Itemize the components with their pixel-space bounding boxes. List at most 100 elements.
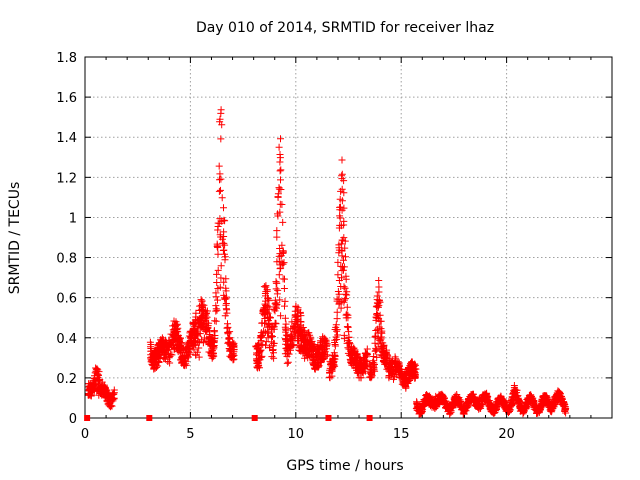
data-point xyxy=(257,329,265,337)
data-point xyxy=(220,216,228,224)
data-point xyxy=(269,333,276,340)
data-point xyxy=(255,348,263,356)
data-point xyxy=(375,301,383,309)
data-point xyxy=(214,219,222,227)
data-point xyxy=(197,296,205,304)
data-point xyxy=(216,231,224,239)
data-point xyxy=(445,403,453,411)
data-point xyxy=(272,285,280,293)
data-point xyxy=(346,340,354,348)
data-point xyxy=(149,354,157,361)
data-point xyxy=(380,348,388,356)
data-point xyxy=(226,334,234,342)
data-point xyxy=(475,395,483,403)
data-point xyxy=(271,300,279,308)
data-point xyxy=(334,288,342,295)
data-point xyxy=(486,402,494,410)
data-point xyxy=(107,402,115,410)
data-point xyxy=(375,288,383,296)
data-point xyxy=(531,403,539,411)
data-point xyxy=(405,375,413,383)
data-point xyxy=(270,354,278,362)
data-point xyxy=(361,350,369,357)
data-point xyxy=(332,333,340,341)
data-point xyxy=(530,397,538,405)
data-point xyxy=(274,212,282,220)
data-point xyxy=(431,396,439,404)
data-point xyxy=(89,379,97,387)
x-tick-label: 10 xyxy=(288,427,305,442)
data-point xyxy=(370,353,378,360)
data-point xyxy=(438,394,446,402)
data-point xyxy=(331,342,339,350)
data-point xyxy=(280,248,287,256)
data-point xyxy=(93,370,101,378)
gap-marker xyxy=(251,415,258,421)
data-point xyxy=(526,394,534,401)
data-point xyxy=(262,283,270,291)
data-point xyxy=(198,297,206,305)
data-point xyxy=(196,330,204,338)
data-point xyxy=(336,206,344,214)
data-point xyxy=(354,369,362,377)
data-point xyxy=(506,402,514,410)
data-point xyxy=(272,278,280,286)
data-point xyxy=(379,339,387,347)
data-point xyxy=(223,306,231,314)
data-point xyxy=(309,354,317,362)
data-point xyxy=(396,369,404,377)
data-point xyxy=(214,296,221,304)
data-point xyxy=(217,274,225,282)
data-point xyxy=(171,326,179,334)
data-point xyxy=(511,386,519,394)
data-point xyxy=(281,350,289,358)
data-point xyxy=(217,262,225,270)
data-point xyxy=(282,326,290,334)
data-point xyxy=(549,405,557,413)
data-point xyxy=(100,383,108,390)
data-point xyxy=(399,379,407,387)
data-point xyxy=(334,258,342,266)
data-point xyxy=(377,342,385,350)
data-point xyxy=(282,328,290,336)
data-point xyxy=(269,346,277,354)
data-point xyxy=(265,317,272,325)
data-point xyxy=(373,353,381,361)
x-tick-label: 0 xyxy=(81,427,89,442)
data-point xyxy=(357,374,365,382)
data-point xyxy=(277,166,285,174)
data-point xyxy=(343,303,351,311)
data-point xyxy=(151,360,159,368)
data-point xyxy=(424,393,432,401)
data-point xyxy=(539,393,547,401)
data-point xyxy=(551,399,559,407)
data-point xyxy=(186,329,194,337)
data-point xyxy=(446,405,454,412)
data-point xyxy=(378,329,386,337)
data-point xyxy=(554,387,562,395)
data-point xyxy=(280,259,288,267)
data-point xyxy=(213,306,221,314)
data-point xyxy=(276,158,284,166)
chart-title: Day 010 of 2014, SRMTID for receiver lha… xyxy=(196,20,494,36)
data-point xyxy=(374,335,382,343)
data-point xyxy=(372,346,380,354)
data-point xyxy=(354,353,362,361)
data-point xyxy=(268,353,276,361)
data-point xyxy=(390,375,397,383)
data-point xyxy=(215,162,223,170)
data-point xyxy=(224,320,231,328)
data-point xyxy=(344,323,352,331)
data-point xyxy=(303,350,311,358)
data-point xyxy=(426,392,434,400)
data-point xyxy=(382,358,390,366)
data-point xyxy=(320,335,328,343)
data-point xyxy=(415,410,423,418)
data-point xyxy=(333,315,341,323)
data-point xyxy=(274,190,282,198)
data-point xyxy=(288,330,296,338)
data-point xyxy=(338,197,346,205)
x-tick-label: 15 xyxy=(393,427,410,442)
data-point xyxy=(342,295,349,303)
data-point xyxy=(98,391,106,399)
